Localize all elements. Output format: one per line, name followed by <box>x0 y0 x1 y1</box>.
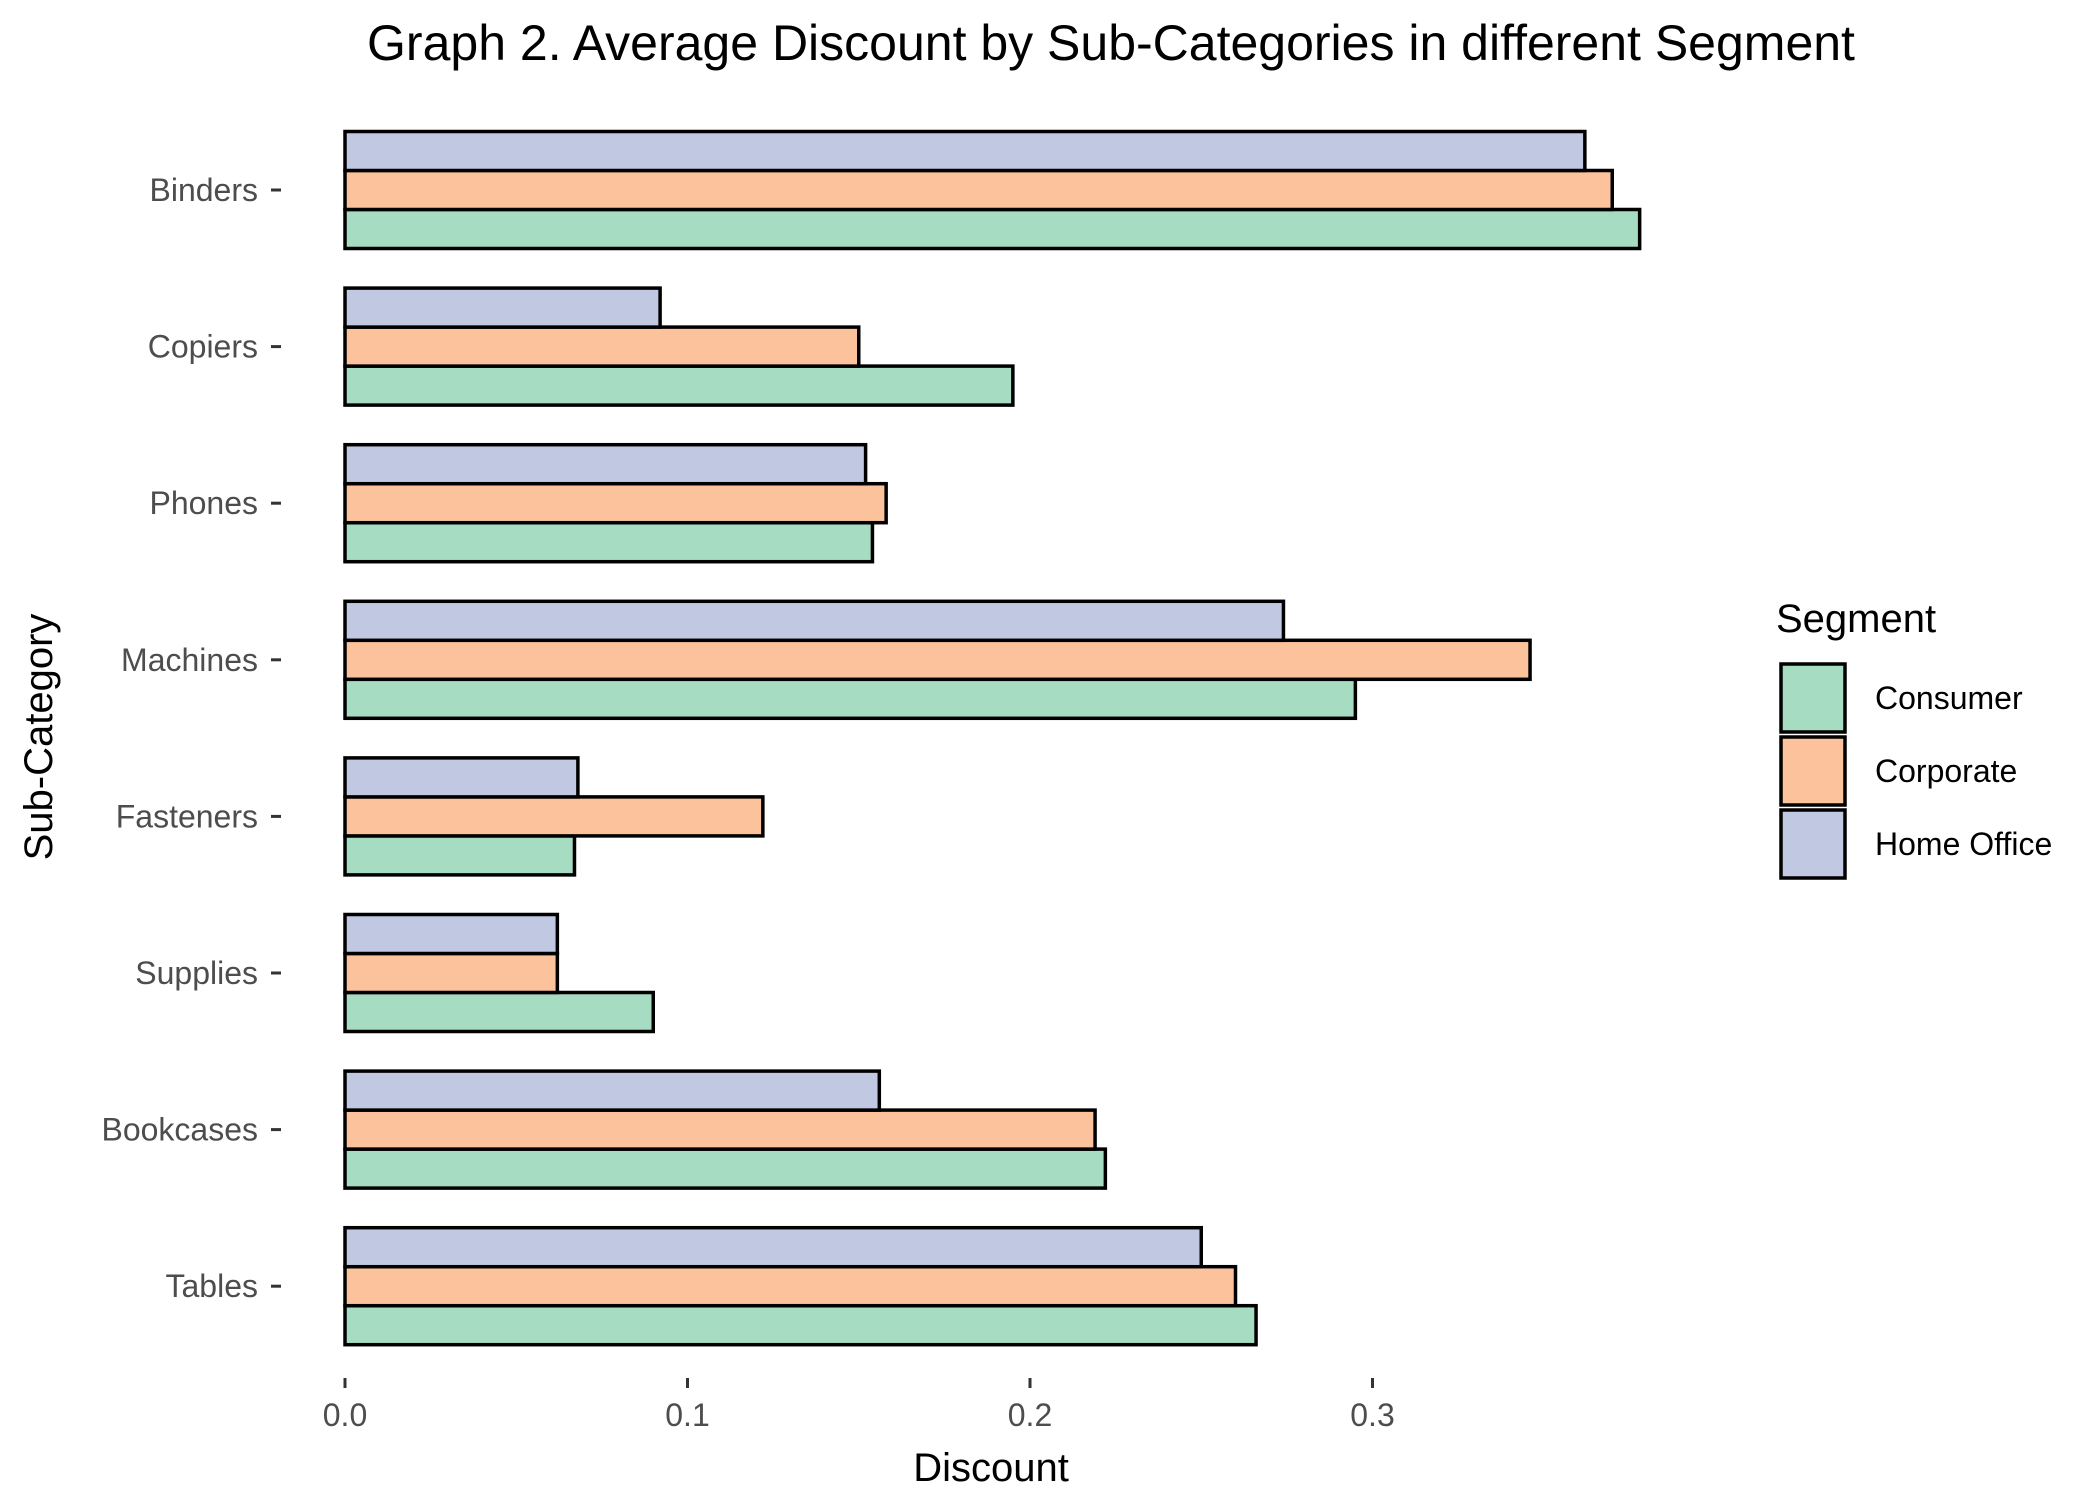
bar-home-office-fasteners <box>343 756 580 799</box>
legend-key-home-office <box>1779 808 1847 880</box>
legend-label: Home Office <box>1875 826 2052 862</box>
bar-corporate-copiers <box>343 325 861 368</box>
y-tick-label: Tables <box>166 1268 259 1304</box>
bar-corporate-fasteners <box>343 795 765 838</box>
x-tick-label: 0.3 <box>1350 1397 1394 1433</box>
bar-consumer-machines <box>343 677 1358 721</box>
bar-consumer-fasteners <box>343 834 577 877</box>
bar-home-office-bookcases <box>343 1069 882 1112</box>
plot-area: Binders Copiers Phones Machines Fasteners Sup… <box>101 129 1642 1433</box>
bar-home-office-binders <box>343 129 1587 173</box>
bar-home-office-phones <box>343 442 868 486</box>
bar-home-office-copiers <box>343 286 662 329</box>
bar-corporate-supplies <box>343 951 560 995</box>
bar-consumer-supplies <box>343 990 655 1034</box>
y-tick-label: Machines <box>121 642 258 678</box>
legend-key-corporate <box>1779 735 1847 807</box>
bar-corporate-binders <box>343 168 1614 212</box>
bar-corporate-machines <box>343 638 1532 682</box>
y-tick-label: Binders <box>150 172 259 208</box>
legend-label: Corporate <box>1875 753 2017 789</box>
chart-title: Graph 2. Average Discount by Sub-Categor… <box>367 15 1855 71</box>
bar-home-office-machines <box>343 599 1286 643</box>
legend-label: Consumer <box>1875 680 2023 716</box>
bar-home-office-supplies <box>343 912 560 956</box>
bar-corporate-tables <box>343 1264 1238 1308</box>
y-tick-label: Bookcases <box>101 1112 258 1148</box>
bar-consumer-copiers <box>343 364 1015 407</box>
bar-consumer-tables <box>343 1303 1258 1347</box>
legend: Segment Consumer Corporate Home Office <box>1776 597 2052 880</box>
legend-key-consumer <box>1779 662 1847 734</box>
x-axis-title: Discount <box>913 1446 1069 1490</box>
bar-consumer-phones <box>343 520 875 564</box>
y-tick-label: Copiers <box>148 329 258 365</box>
y-tick-label: Fasteners <box>116 798 258 834</box>
x-tick-label: 0.2 <box>1008 1397 1052 1433</box>
x-tick-label: 0.1 <box>665 1397 709 1433</box>
y-tick-label: Phones <box>149 485 258 521</box>
bar-consumer-binders <box>343 207 1642 251</box>
bar-consumer-bookcases <box>343 1147 1108 1190</box>
bar-corporate-bookcases <box>343 1108 1097 1151</box>
legend-title: Segment <box>1776 597 1936 641</box>
bar-corporate-phones <box>343 481 888 525</box>
y-tick-label: Supplies <box>135 955 258 991</box>
y-axis-title: Sub-Category <box>17 614 61 861</box>
bar-home-office-tables <box>343 1225 1203 1269</box>
x-tick-label: 0.0 <box>323 1397 367 1433</box>
